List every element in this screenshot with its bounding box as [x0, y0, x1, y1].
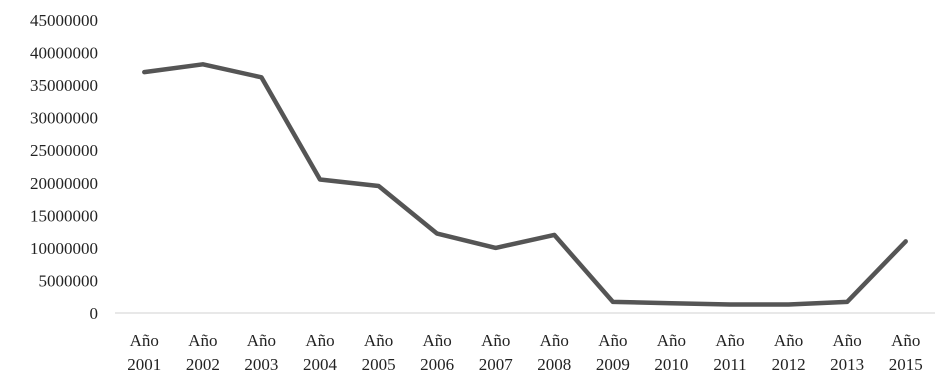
x-tick-label-line2: 2001: [127, 355, 161, 372]
x-tick-label: Año 2001: [127, 331, 161, 372]
y-tick-label: 45000000: [30, 11, 98, 30]
x-tick-label-line2: 2008: [537, 355, 571, 372]
x-tick-label: Año 2005: [362, 331, 396, 372]
y-tick-label: 15000000: [30, 206, 98, 225]
x-tick-label-line1: Año: [833, 331, 862, 350]
x-tick-label-line1: Año: [188, 331, 217, 350]
x-tick-label-line1: Año: [540, 331, 569, 350]
x-axis-ticks: Año 2001 Año 2002 Año 2003 Año 2004 Año 2005 Año 20…: [127, 331, 922, 372]
x-tick-label: Año 2012: [772, 331, 806, 372]
x-tick-label-line2: 2015: [889, 355, 923, 372]
x-tick-label-line2: 2010: [654, 355, 688, 372]
x-tick-label: Año 2013: [830, 331, 864, 372]
x-tick-label: Año 2015: [889, 331, 923, 372]
x-tick-label-line2: 2002: [186, 355, 220, 372]
x-tick-label-line1: Año: [891, 331, 920, 350]
x-tick-label: Año 2006: [420, 331, 454, 372]
x-tick-label: Año 2007: [479, 331, 514, 372]
x-tick-label-line1: Año: [364, 331, 393, 350]
y-axis-ticks: 0 5000000 10000000 15000000 20000000 25000000…: [30, 11, 98, 323]
y-tick-label: 10000000: [30, 239, 98, 258]
x-tick-label-line1: Año: [130, 331, 159, 350]
x-tick-label-line2: 2005: [362, 355, 396, 372]
series-line: [142, 62, 908, 307]
x-tick-label-line2: 2013: [830, 355, 864, 372]
x-tick-label: Año 2002: [186, 331, 220, 372]
x-tick-label-line1: Año: [423, 331, 452, 350]
y-tick-label: 0: [90, 304, 99, 323]
x-tick-label-line2: 2004: [303, 355, 338, 372]
y-tick-label: 35000000: [30, 76, 98, 95]
x-tick-label-line1: Año: [481, 331, 510, 350]
x-tick-label: Año 2010: [654, 331, 688, 372]
x-tick-label: Año 2003: [244, 331, 278, 372]
series-layer: [142, 62, 908, 307]
x-tick-label-line2: 2011: [713, 355, 746, 372]
y-tick-label: 25000000: [30, 141, 98, 160]
x-tick-label-line2: 2009: [596, 355, 630, 372]
x-tick-label-line2: 2007: [479, 355, 514, 372]
x-tick-label-line2: 2006: [420, 355, 454, 372]
x-tick-label-line1: Año: [774, 331, 803, 350]
x-tick-label: Año 2008: [537, 331, 571, 372]
y-tick-label: 30000000: [30, 109, 98, 128]
x-tick-label-line2: 2012: [772, 355, 806, 372]
x-tick-label-line2: 2003: [244, 355, 278, 372]
x-tick-label: Año 2004: [303, 331, 338, 372]
x-tick-label-line1: Año: [305, 331, 334, 350]
x-tick-label-line1: Año: [598, 331, 627, 350]
x-tick-label-line1: Año: [657, 331, 686, 350]
y-tick-label: 40000000: [30, 44, 98, 63]
x-tick-label-line1: Año: [715, 331, 744, 350]
x-tick-label-line1: Año: [247, 331, 276, 350]
x-tick-label: Año 2011: [713, 331, 746, 372]
y-tick-label: 5000000: [39, 271, 99, 290]
y-tick-label: 20000000: [30, 174, 98, 193]
x-tick-label: Año 2009: [596, 331, 630, 372]
